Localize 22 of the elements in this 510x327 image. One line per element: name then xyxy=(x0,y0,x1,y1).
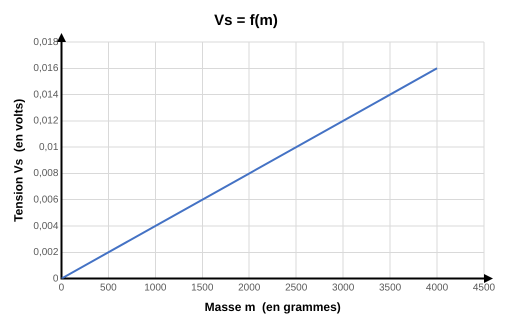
y-axis-title: Tension Vs (en volts) xyxy=(12,98,26,222)
x-tick-label: 4500 xyxy=(472,282,496,294)
y-tick-label: 0,018 xyxy=(33,36,59,48)
y-tick-label: 0,006 xyxy=(33,194,59,206)
y-tick-label: 0,008 xyxy=(33,168,59,180)
x-tick-label: 500 xyxy=(100,282,118,294)
x-tick-label: 1500 xyxy=(191,282,214,294)
x-tick-label: 3000 xyxy=(332,282,355,294)
y-tick-label: 0,016 xyxy=(33,63,59,74)
y-tick-label: 0,002 xyxy=(33,247,59,258)
x-tick-label: 3500 xyxy=(378,282,402,294)
x-axis-title: Masse m (en grammes) xyxy=(204,300,341,314)
chart-title: Vs = f(m) xyxy=(214,12,278,30)
y-tick-label: 0,012 xyxy=(33,116,59,127)
y-tick-label: 0 xyxy=(52,273,59,284)
x-tick-label: 2500 xyxy=(285,282,308,294)
y-tick-label: 0,014 xyxy=(33,89,59,100)
x-tick-label: 4000 xyxy=(426,282,449,294)
y-tick-label: 0,01 xyxy=(38,142,59,153)
x-tick-label: 2000 xyxy=(238,282,261,294)
x-tick-label: 1000 xyxy=(144,282,167,294)
y-tick-label: 0,004 xyxy=(33,220,59,232)
